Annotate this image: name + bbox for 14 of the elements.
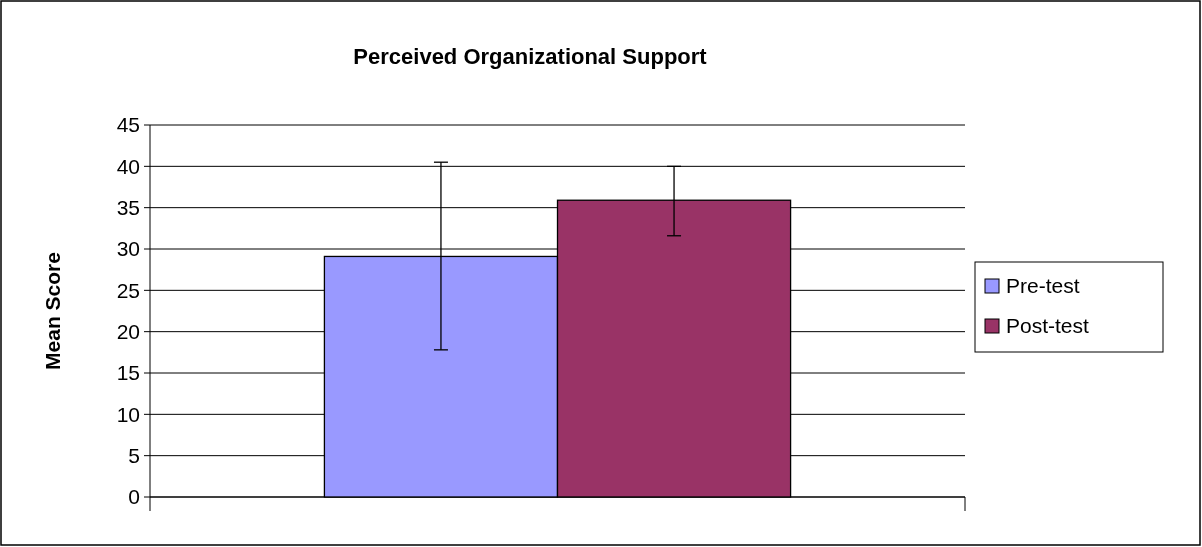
y-tick-label: 40 [116,154,140,178]
y-tick-label: 35 [116,196,140,220]
y-axis-title: Mean Score [41,252,64,370]
y-tick-label: 20 [116,320,140,344]
y-tick-label: 10 [116,402,140,426]
chart-title: Perceived Organizational Support [353,44,708,69]
legend-label: Pre-test [1006,274,1080,298]
y-tick-label: 25 [116,278,140,302]
y-tick-label: 5 [128,444,140,468]
y-tick-label: 0 [128,485,140,509]
legend-label: Post-test [1006,314,1090,338]
y-tick-label: 45 [116,113,140,137]
y-tick-label: 30 [116,237,140,261]
y-tick-label: 15 [116,361,140,385]
